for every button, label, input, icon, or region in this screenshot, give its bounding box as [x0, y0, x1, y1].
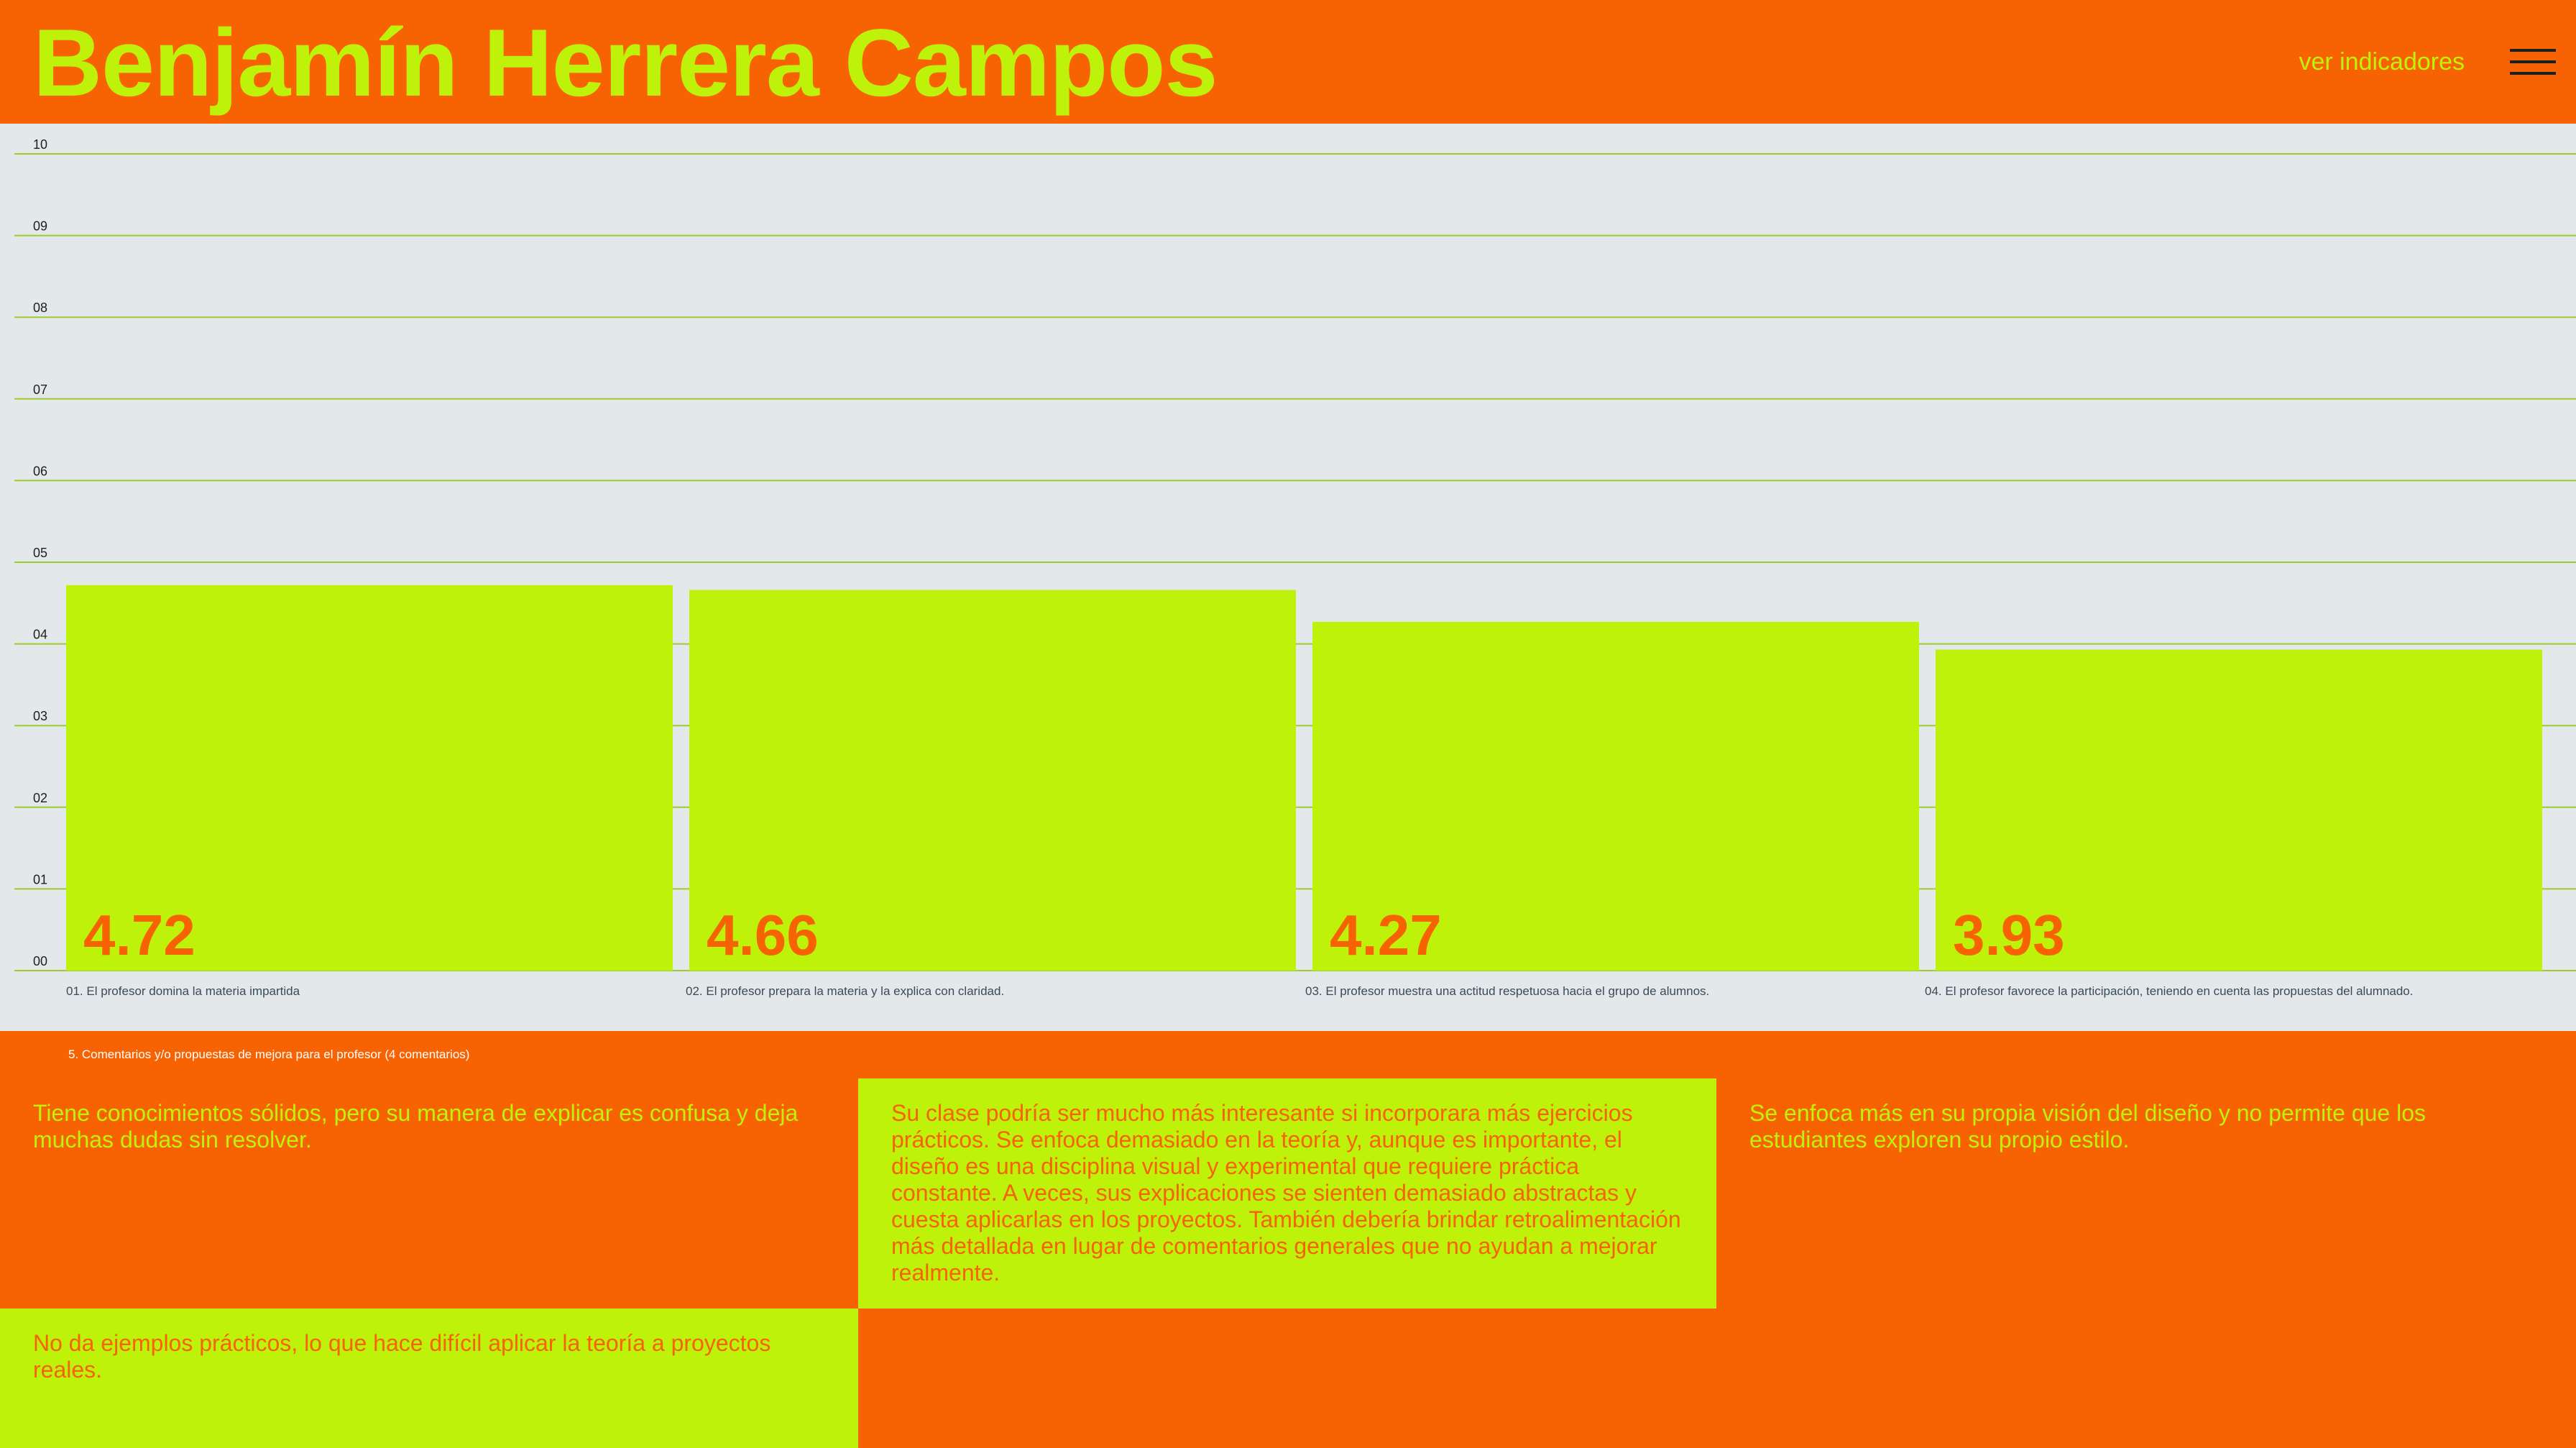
comment-card: No da ejemplos prácticos, lo que hace di… [0, 1309, 858, 1448]
y-tick-label: 05 [33, 546, 47, 560]
comment-text: Se enfoca más en su propia visión del di… [1749, 1100, 2426, 1153]
comment-card: Se enfoca más en su propia visión del di… [1716, 1078, 2575, 1309]
y-tick-label: 09 [33, 219, 47, 234]
comment-text: Tiene conocimientos sólidos, pero su man… [33, 1100, 799, 1153]
category-label: 01. El profesor domina la materia impart… [66, 984, 300, 998]
y-tick-label: 04 [33, 628, 47, 642]
hamburger-menu-icon[interactable] [2510, 47, 2556, 76]
bar-value-label: 3.93 [1953, 903, 2065, 967]
page-title: Benjamín Herrera Campos [33, 10, 1218, 116]
bar-value-label: 4.66 [707, 903, 819, 967]
y-tick-label: 03 [33, 709, 47, 723]
bar [689, 590, 1296, 971]
comment-card: Tiene conocimientos sólidos, pero su man… [0, 1078, 858, 1309]
bar [1312, 621, 1919, 971]
chart-svg: 00 01 02 03 04 05 06 07 08 09 10 4.72 4.66 4.27 3.93 01… [14, 137, 2576, 998]
y-tick-label: 00 [33, 954, 47, 968]
header: Benjamín Herrera Campos ver indicadores [0, 0, 2576, 124]
ver-indicadores-link[interactable]: ver indicadores [2299, 48, 2465, 75]
category-label: 04. El profesor favorece la participació… [1925, 984, 2414, 998]
comments-heading: 5. Comentarios y/o propuestas de mejora … [68, 1048, 470, 1061]
bar [66, 585, 673, 971]
y-tick-label: 08 [33, 301, 47, 315]
y-tick-label: 10 [33, 137, 47, 152]
y-tick-label: 06 [33, 464, 47, 478]
y-tick-label: 07 [33, 382, 47, 397]
comments-section: 5. Comentarios y/o propuestas de mejora … [0, 1031, 2576, 1448]
category-label: 03. El profesor muestra una actitud resp… [1305, 984, 1709, 998]
bar-value-label: 4.27 [1330, 903, 1442, 967]
bar-value-label: 4.72 [83, 903, 196, 967]
comment-text: Su clase podría ser mucho más interesant… [891, 1100, 1681, 1286]
y-tick-label: 02 [33, 791, 47, 805]
comment-text: No da ejemplos prácticos, lo que hace di… [33, 1330, 771, 1383]
bar [1936, 649, 2542, 971]
comment-card: Su clase podría ser mucho más interesant… [858, 1078, 1716, 1309]
y-tick-label: 01 [33, 872, 47, 886]
bar-chart: 00 01 02 03 04 05 06 07 08 09 10 4.72 4.66 4.27 3.93 01… [0, 124, 2576, 1031]
category-label: 02. El profesor prepara la materia y la … [686, 984, 1004, 998]
